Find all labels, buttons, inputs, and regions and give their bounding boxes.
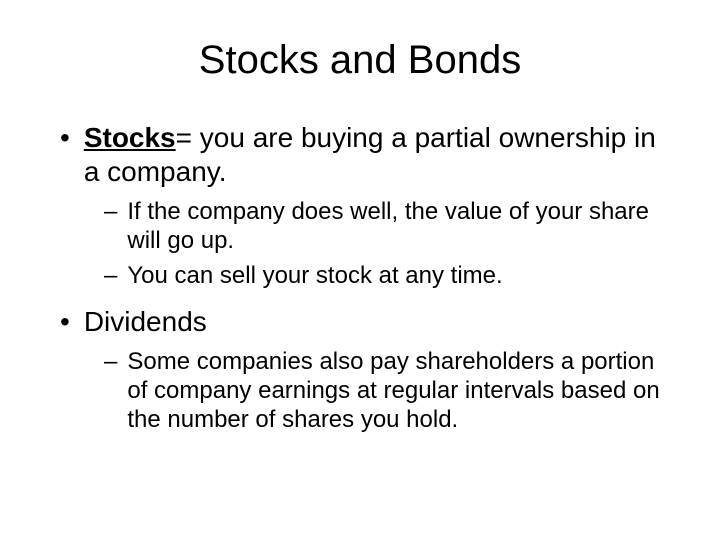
bullet-marker-l2: – — [104, 348, 117, 434]
term-stocks: Stocks — [84, 122, 176, 153]
bullet-text: Dividends — [84, 305, 670, 339]
bullet-marker-l2: – — [104, 262, 117, 291]
sub-bullet-text: Some companies also pay shareholders a p… — [127, 348, 670, 434]
bullet-text: Stocks= you are buying a partial ownersh… — [84, 121, 670, 188]
bullet-marker-l1: • — [60, 305, 70, 339]
sub-bullet-stocks-1: – If the company does well, the value of… — [104, 198, 670, 256]
bullet-marker-l1: • — [60, 121, 70, 188]
sub-bullet-dividends-1: – Some companies also pay shareholders a… — [104, 348, 670, 434]
bullet-group-stocks: • Stocks= you are buying a partial owner… — [50, 121, 670, 291]
bullet-marker-l2: – — [104, 198, 117, 256]
sub-bullet-text: If the company does well, the value of y… — [127, 198, 670, 256]
bullet-group-dividends: • Dividends – Some companies also pay sh… — [50, 305, 670, 435]
sub-bullet-stocks-2: – You can sell your stock at any time. — [104, 262, 670, 291]
sub-bullet-text: You can sell your stock at any time. — [127, 262, 670, 291]
bullet-dividends: • Dividends — [60, 305, 670, 339]
slide-title: Stocks and Bonds — [50, 38, 670, 83]
bullet-stocks: • Stocks= you are buying a partial owner… — [60, 121, 670, 188]
